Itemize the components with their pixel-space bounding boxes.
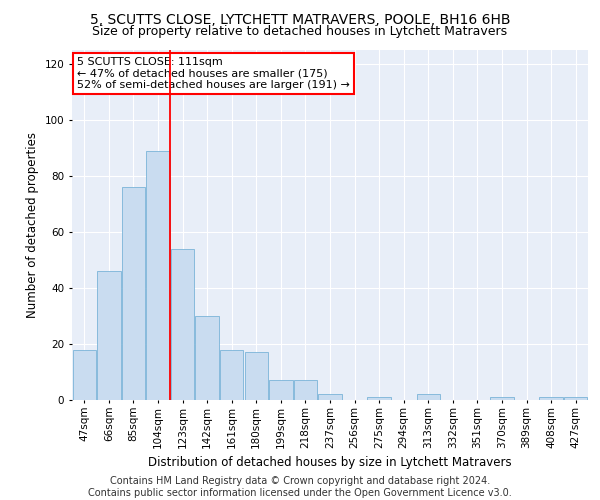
Bar [367, 397, 391, 400]
Text: 5 SCUTTS CLOSE: 111sqm
← 47% of detached houses are smaller (175)
52% of semi-de: 5 SCUTTS CLOSE: 111sqm ← 47% of detached… [77, 57, 350, 90]
Bar [490, 397, 514, 400]
Bar [319, 394, 341, 400]
Text: Size of property relative to detached houses in Lytchett Matravers: Size of property relative to detached ho… [92, 25, 508, 38]
Bar [220, 350, 244, 400]
Bar [196, 316, 219, 400]
Bar [171, 249, 194, 400]
Text: Contains HM Land Registry data © Crown copyright and database right 2024.
Contai: Contains HM Land Registry data © Crown c… [88, 476, 512, 498]
Bar [269, 380, 293, 400]
Bar [146, 151, 170, 400]
Bar [539, 397, 563, 400]
X-axis label: Distribution of detached houses by size in Lytchett Matravers: Distribution of detached houses by size … [148, 456, 512, 469]
Bar [564, 397, 587, 400]
Bar [416, 394, 440, 400]
Text: 5, SCUTTS CLOSE, LYTCHETT MATRAVERS, POOLE, BH16 6HB: 5, SCUTTS CLOSE, LYTCHETT MATRAVERS, POO… [90, 12, 510, 26]
Bar [97, 271, 121, 400]
Bar [122, 187, 145, 400]
Y-axis label: Number of detached properties: Number of detached properties [26, 132, 39, 318]
Bar [294, 380, 317, 400]
Bar [245, 352, 268, 400]
Bar [73, 350, 96, 400]
